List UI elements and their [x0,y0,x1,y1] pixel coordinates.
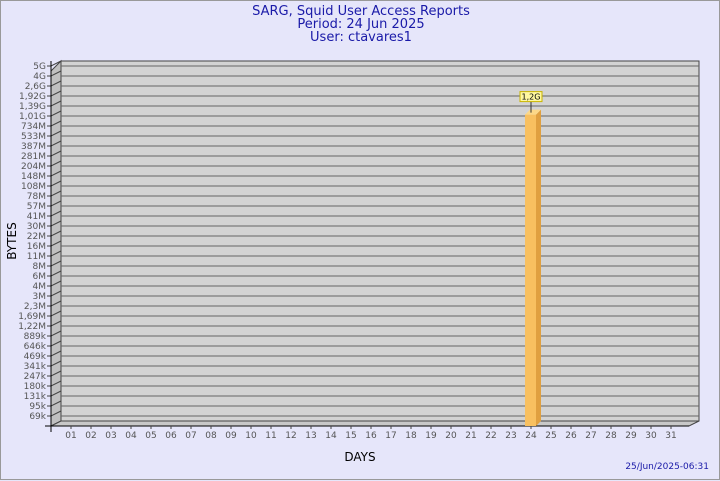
back-wall [60,60,700,422]
y-tick-label: 1,01G [19,112,46,122]
y-tick-label: 2,3M [24,302,46,312]
y-tick-label: 1,92G [19,92,46,102]
bar-side [536,109,541,427]
x-tick-label: 21 [465,431,476,441]
x-tick-label: 10 [245,431,257,441]
y-tick-label: 204M [21,162,46,172]
x-tick-label: 02 [85,431,96,441]
y-tick-label: 533M [21,132,46,142]
x-tick-label: 31 [665,431,676,441]
y-tick-label: 41M [27,212,46,222]
x-tick-label: 05 [145,431,156,441]
x-tick-label: 13 [305,431,316,441]
y-tick-label: 247k [24,372,47,382]
x-tick-label: 18 [405,431,417,441]
chart-period: Period: 24 Jun 2025 [297,17,425,32]
x-tick-label: 19 [425,431,437,441]
x-tick-label: 16 [365,431,377,441]
x-tick-label: 12 [285,431,296,441]
x-tick-label: 11 [265,431,276,441]
y-tick-label: 1,22M [18,322,46,332]
x-tick-label: 17 [385,431,396,441]
x-tick-label: 29 [625,431,637,441]
x-tick-label: 22 [485,431,496,441]
x-tick-label: 24 [525,431,537,441]
x-tick-label: 27 [585,431,596,441]
y-tick-label: 30M [27,222,46,232]
y-tick-label: 3M [33,292,47,302]
x-tick-label: 04 [125,431,137,441]
x-tick-label: 03 [105,431,116,441]
x-tick-label: 15 [345,431,356,441]
y-tick-label: 22M [27,232,46,242]
x-tick-label: 23 [505,431,516,441]
y-tick-label: 387M [21,142,46,152]
y-tick-label: 4G [33,72,46,82]
data-label-box [519,91,543,103]
x-tick-label: 26 [565,431,577,441]
x-tick-label: 01 [65,431,76,441]
y-tick-label: 889k [24,332,47,342]
bar-front [525,114,536,427]
y-tick-label: 131k [24,392,47,402]
y-tick-label: 180k [24,382,47,392]
y-tick-label: 16M [27,242,46,252]
x-tick-label: 30 [645,431,657,441]
x-tick-label: 06 [165,431,177,441]
y-tick-label: 1,39G [19,102,46,112]
y-tick-label: 95k [29,402,46,412]
y-axis-title: BYTES [5,222,19,259]
y-tick-label: 5G [33,62,46,72]
timestamp: 25/Jun/2025-06:31 [625,462,709,472]
y-tick-label: 57M [27,202,46,212]
y-tick-label: 11M [27,252,46,262]
bar-top [525,109,541,115]
y-tick-label: 646k [24,342,47,352]
x-tick-label: 08 [205,431,217,441]
x-tick-label: 07 [185,431,196,441]
y-tick-label: 469k [24,352,47,362]
x-tick-label: 09 [225,431,237,441]
x-tick-label: 28 [605,431,617,441]
y-tick-label: 341k [24,362,47,372]
y-tick-label: 108M [21,182,46,192]
x-axis-title: DAYS [344,450,375,464]
y-tick-label: 8M [33,262,47,272]
data-label: 1,2G [522,93,541,102]
floor [50,420,700,427]
y-tick-label: 2,6G [25,82,46,92]
y-tick-label: 734M [21,122,46,132]
y-tick-label: 6M [33,272,47,282]
x-tick-label: 25 [545,431,556,441]
y-tick-label: 1,69M [18,312,46,322]
x-tick-label: 20 [445,431,457,441]
y-tick-label: 148M [21,172,46,182]
y-tick-label: 69k [29,412,46,422]
x-tick-label: 14 [325,431,337,441]
chart-user: User: ctavares1 [310,30,412,45]
y-tick-label: 4M [33,282,47,292]
y-tick-label: 78M [27,192,46,202]
y-tick-label: 281M [21,152,46,162]
chart-title: SARG, Squid User Access Reports [252,4,470,19]
